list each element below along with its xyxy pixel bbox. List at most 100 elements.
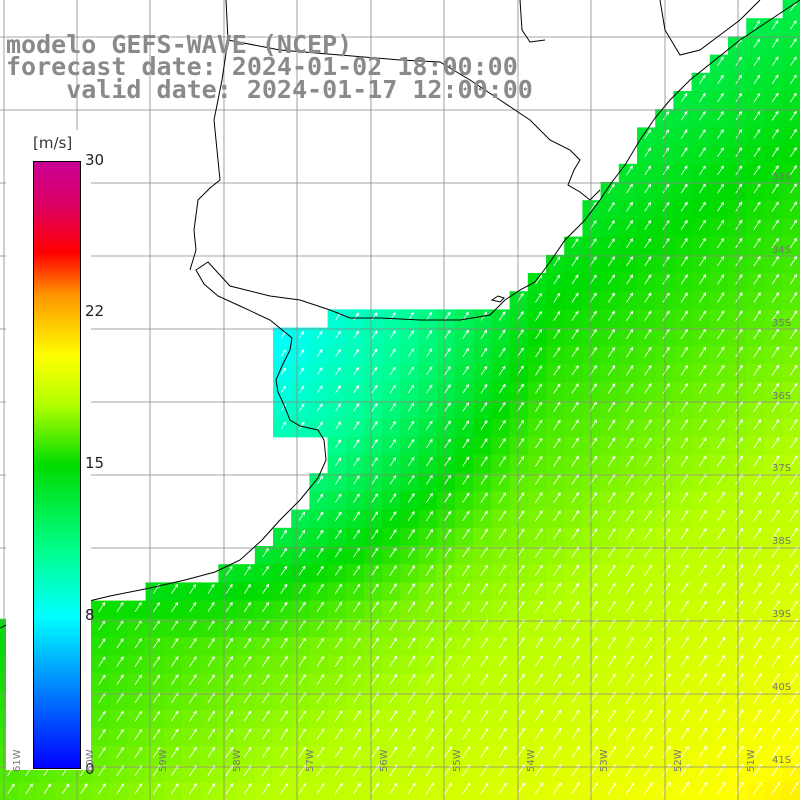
- wind-cell: [546, 254, 565, 274]
- wind-cell: [764, 473, 784, 492]
- wind-arrow: [444, 492, 452, 503]
- wind-arrow: [753, 419, 762, 431]
- wind-arrow: [662, 491, 671, 504]
- wind-arrow: [734, 781, 744, 795]
- wind-arrow: [353, 439, 360, 448]
- wind-cell: [418, 764, 438, 784]
- wind-cell: [509, 436, 529, 456]
- wind-cell: [546, 327, 565, 347]
- wind-cell: [291, 618, 310, 638]
- wind-cell: [218, 764, 238, 784]
- wind-arrow: [680, 600, 689, 613]
- wind-cell: [564, 582, 583, 602]
- wind-cell: [473, 345, 492, 365]
- wind-arrow: [753, 92, 761, 103]
- wind-cell: [691, 764, 711, 784]
- wind-cell: [582, 291, 602, 310]
- wind-cell: [527, 455, 547, 474]
- wind-cell: [782, 782, 800, 800]
- wind-cell: [546, 291, 565, 310]
- wind-arrow: [444, 366, 451, 376]
- map-title: modelo GEFS-WAVE (NCEP): [6, 30, 353, 59]
- wind-cell: [618, 709, 638, 729]
- wind-cell: [382, 582, 401, 602]
- wind-cell: [236, 637, 256, 656]
- wind-cell: [764, 200, 784, 219]
- wind-cell: [709, 273, 729, 292]
- wind-arrow: [371, 439, 378, 448]
- wind-arrow: [698, 183, 706, 194]
- wind-arrow: [498, 673, 507, 686]
- wind-arrow: [717, 201, 725, 212]
- wind-cell: [491, 600, 511, 620]
- wind-arrow: [607, 455, 616, 467]
- wind-cell: [254, 691, 274, 711]
- wind-arrow: [353, 511, 360, 521]
- wind-cell: [291, 691, 310, 711]
- wind-arrow: [407, 420, 415, 430]
- wind-cell: [345, 509, 365, 529]
- wind-arrow: [753, 74, 761, 85]
- wind-arrow: [243, 619, 252, 631]
- wind-arrow: [225, 619, 233, 631]
- wind-cell: [218, 746, 238, 765]
- wind-arrow: [607, 673, 616, 686]
- wind-cell: [564, 254, 583, 274]
- wind-cell: [600, 291, 620, 310]
- wind-arrow: [789, 237, 798, 249]
- wind-cell: [600, 400, 620, 420]
- wind-cell: [491, 746, 511, 765]
- wind-arrow: [280, 674, 288, 686]
- wind-cell: [728, 655, 747, 674]
- wind-cell: [418, 418, 438, 438]
- wind-cell: [746, 509, 765, 529]
- wind-cell: [546, 491, 565, 511]
- wind-cell: [327, 345, 347, 365]
- wind-cell: [673, 582, 693, 602]
- wind-arrow: [553, 419, 561, 431]
- wind-arrow: [353, 529, 360, 540]
- wind-cell: [309, 673, 329, 693]
- wind-arrow: [553, 600, 561, 613]
- wind-cell: [546, 400, 565, 420]
- wind-cell: [691, 382, 711, 401]
- wind-arrow: [698, 364, 707, 376]
- wind-cell: [728, 691, 747, 711]
- wind-arrow: [698, 256, 706, 267]
- wind-cell: [182, 637, 201, 656]
- wind-cell: [764, 91, 784, 110]
- wind-arrow: [426, 348, 433, 357]
- wind-cell: [582, 418, 602, 438]
- wind-arrow: [134, 783, 143, 795]
- wind-cell: [673, 91, 693, 110]
- wind-cell: [527, 473, 547, 492]
- wind-arrow: [61, 783, 70, 795]
- wind-cell: [746, 145, 765, 165]
- wind-arrow: [644, 564, 653, 576]
- wind-cell: [673, 327, 693, 347]
- wind-arrow: [753, 509, 762, 522]
- wind-cell: [364, 618, 383, 638]
- wind-cell: [509, 455, 529, 474]
- wind-cell: [400, 436, 420, 456]
- wind-cell: [764, 637, 784, 656]
- wind-arrow: [571, 618, 580, 631]
- wind-arrow: [771, 346, 780, 358]
- wind-cell: [509, 709, 529, 729]
- wind-cell: [509, 673, 529, 693]
- wind-arrow: [662, 383, 670, 394]
- wind-arrow: [735, 92, 743, 103]
- wind-cell: [746, 54, 765, 74]
- wind-arrow: [498, 655, 507, 667]
- wind-cell: [236, 564, 256, 583]
- wind-arrow: [444, 402, 451, 412]
- wind-arrow: [662, 147, 670, 157]
- wind-arrow: [316, 637, 325, 649]
- wind-arrow: [571, 709, 580, 722]
- wind-cell: [764, 127, 784, 147]
- wind-arrow: [571, 365, 579, 376]
- wind-arrow: [371, 366, 378, 376]
- wind-cell: [455, 582, 474, 602]
- wind-cell: [746, 655, 765, 674]
- wind-cell: [455, 764, 474, 784]
